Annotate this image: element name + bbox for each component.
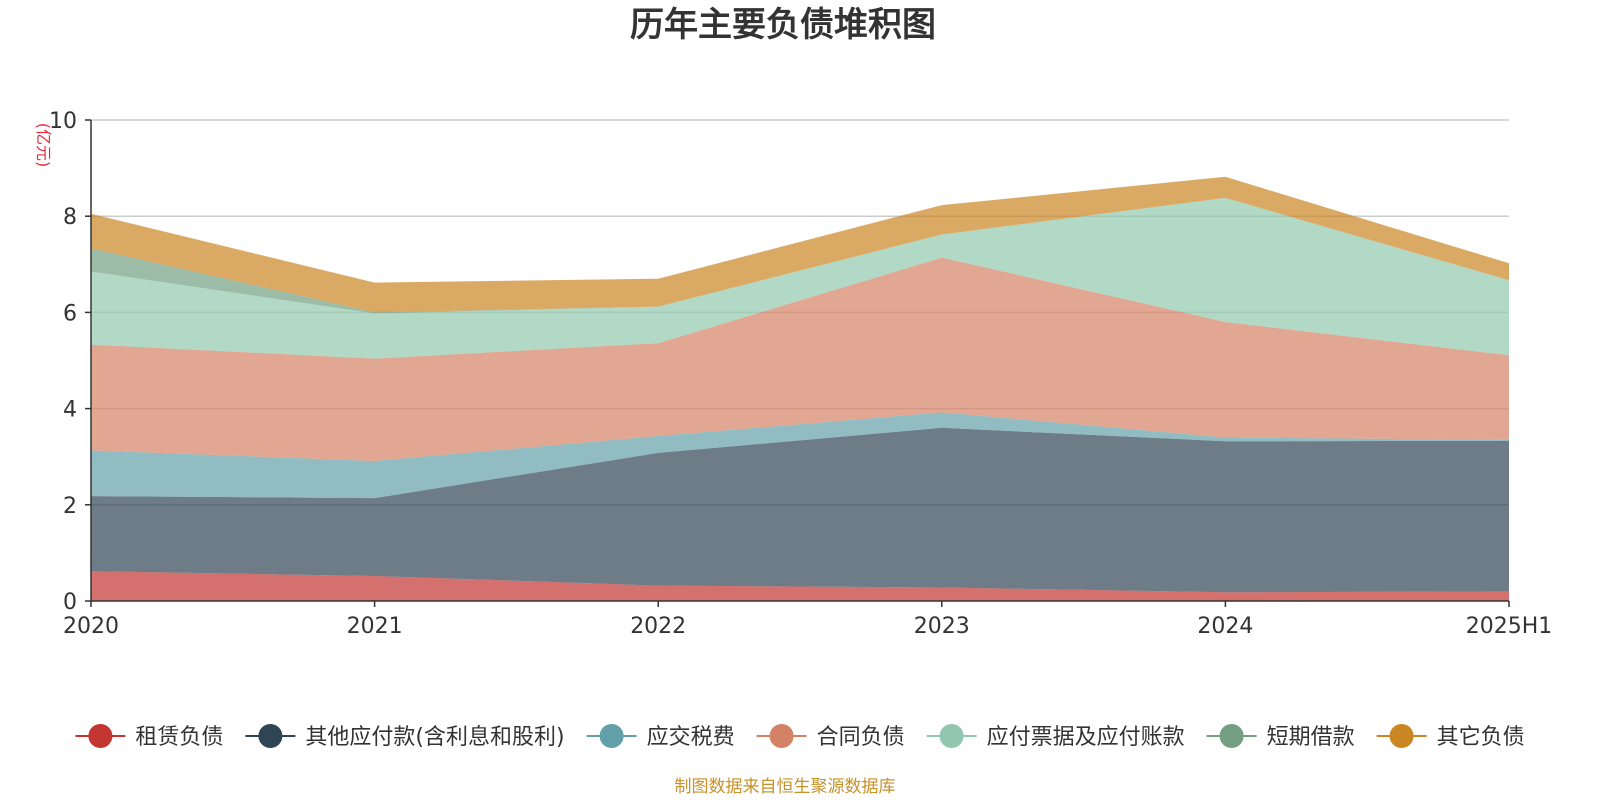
y-tick-label-6: 6	[63, 301, 77, 326]
area-series-group	[91, 176, 1509, 601]
y-tick-label-10: 10	[49, 109, 77, 134]
legend-circle-marker	[258, 724, 283, 748]
legend-label: 应交税费	[647, 725, 735, 750]
area-series-3	[91, 257, 1509, 461]
y-axis-unit-label: (亿元)	[34, 123, 53, 168]
chart-title: 历年主要负债堆积图	[630, 5, 936, 45]
x-tick-label-2020: 2020	[63, 614, 119, 639]
area-series-4	[91, 197, 1509, 359]
area-series-6	[91, 176, 1509, 313]
legend-item-0[interactable]: 租赁负债	[75, 724, 223, 750]
legend-item-5[interactable]: 短期借款	[1206, 724, 1355, 750]
legend-label: 租赁负债	[135, 725, 223, 750]
legend-item-4[interactable]: 应付票据及应付账款	[926, 724, 1185, 750]
data-source-note: 制图数据来自恒生聚源数据库	[675, 777, 896, 797]
x-tick-label-2021: 2021	[347, 614, 403, 639]
legend-label: 短期借款	[1267, 725, 1355, 750]
legend-item-2[interactable]: 应交税费	[586, 724, 735, 750]
x-tick-label-2023: 2023	[914, 614, 970, 639]
legend-circle-marker	[88, 724, 113, 748]
legend[interactable]: 租赁负债 其他应付款(含利息和股利) 应交税费 合同负债 应付票据及应付账款 短期借款 其它…	[75, 724, 1525, 750]
legend-item-3[interactable]: 合同负债	[756, 724, 905, 750]
x-tick-label-2024: 2024	[1197, 614, 1253, 639]
legend-label: 其它负债	[1437, 725, 1525, 750]
legend-label: 其他应付款(含利息和股利)	[305, 725, 564, 750]
y-tick-label-8: 8	[63, 205, 77, 230]
y-tick-label-2: 2	[63, 494, 77, 519]
legend-circle-marker	[1219, 724, 1244, 748]
legend-circle-marker	[769, 724, 794, 748]
legend-circle-marker	[939, 724, 964, 748]
x-tick-label-2022: 2022	[630, 614, 686, 639]
legend-item-1[interactable]: 其他应付款(含利息和股利)	[245, 724, 565, 750]
legend-item-6[interactable]: 其它负债	[1376, 724, 1525, 750]
y-tick-label-4: 4	[63, 398, 77, 423]
area-series-1	[91, 427, 1509, 593]
legend-circle-marker	[599, 724, 624, 748]
y-tick-label-0: 0	[63, 590, 77, 615]
x-tick-label-2025H1: 2025H1	[1466, 614, 1553, 639]
area-series-0	[91, 571, 1509, 601]
legend-label: 应付票据及应付账款	[987, 725, 1185, 750]
legend-label: 合同负债	[817, 725, 905, 750]
area-series-2	[91, 412, 1509, 499]
legend-circle-marker	[1389, 724, 1414, 748]
axes: 0 2 4 6 8 10 2020 2021 2022 2023 2024 2025H1	[49, 109, 1552, 639]
